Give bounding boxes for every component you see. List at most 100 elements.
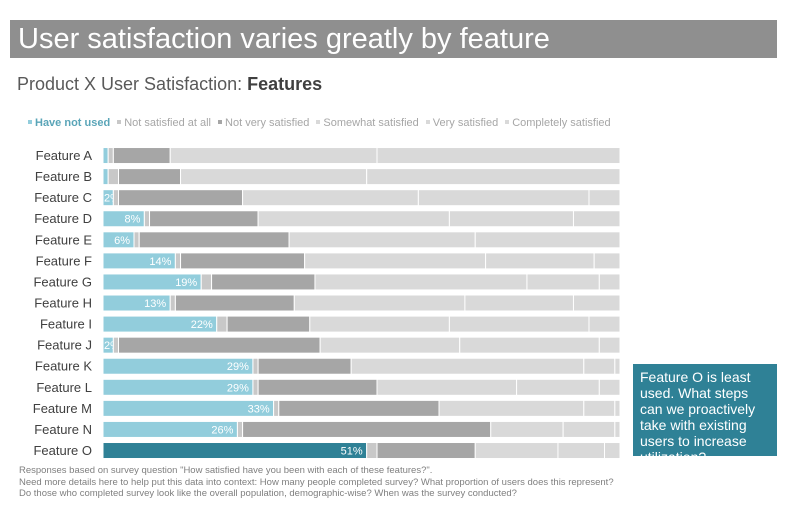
category-label: Feature I (40, 317, 92, 332)
bar-segment (598, 336, 621, 354)
bar-segment (474, 442, 559, 460)
legend-item: Not very satisfied (218, 117, 309, 129)
bar-segment (133, 231, 140, 249)
bar-segment (226, 315, 311, 333)
category-label: Feature B (35, 169, 92, 184)
category-label: Feature C (34, 190, 92, 205)
bar-segment (180, 168, 368, 186)
bar-segment (138, 231, 290, 249)
bar-segment (102, 442, 368, 460)
bar-segment (118, 168, 182, 186)
bar-segment (102, 168, 109, 186)
legend-item: Somewhat satisfied (316, 117, 419, 129)
bar-segment (485, 252, 595, 270)
bar-segment (112, 147, 171, 165)
bar-segment (257, 357, 352, 375)
callout-box: Feature O is least used. What steps can … (633, 364, 777, 465)
bar-segment (169, 147, 378, 165)
bar-segment (211, 273, 316, 291)
legend-label: Have not used (35, 117, 111, 129)
bar-segment (252, 378, 259, 396)
bar-segment (366, 442, 378, 460)
bar-segment (319, 336, 461, 354)
legend-label: Not very satisfied (225, 117, 310, 129)
category-label: Feature F (36, 253, 92, 268)
category-label: Feature H (34, 296, 92, 311)
legend-swatch (425, 120, 430, 124)
bar-segment (200, 273, 213, 291)
bar-segment (273, 399, 280, 417)
bar-segment (252, 357, 259, 375)
bar-segment (350, 357, 585, 375)
bar-segment (448, 210, 574, 228)
bar-segment (588, 189, 621, 207)
data-label: 29% (227, 361, 249, 373)
bar-segment (242, 189, 419, 207)
category-label: Feature D (34, 211, 92, 226)
legend-swatch (28, 120, 32, 124)
bar-segment (112, 189, 120, 207)
callout-text: Feature O is least used. What steps can … (640, 369, 756, 465)
data-label: 22% (191, 319, 213, 331)
bar-segment (257, 210, 450, 228)
category-label: Feature N (34, 422, 92, 437)
bar-segment (526, 273, 600, 291)
bar-segment (603, 442, 621, 460)
bar-segment (562, 420, 616, 438)
category-label: Feature A (36, 148, 93, 163)
legend-label: Somewhat satisfied (323, 117, 419, 129)
bar-segment (438, 399, 585, 417)
bar-segment (593, 252, 621, 270)
bar-segment (174, 252, 182, 270)
subtitle-bold: Features (247, 74, 323, 94)
subtitle-prefix: Product X User Satisfaction: (17, 74, 248, 94)
category-label: Feature K (35, 359, 92, 374)
category-label: Feature L (36, 380, 92, 395)
data-label: 29% (227, 382, 249, 394)
bar-segment (102, 147, 109, 165)
bar-segment (169, 294, 176, 312)
legend-item: Not satisfied at all (117, 117, 211, 129)
bar-segment (216, 315, 228, 333)
data-label: 19% (175, 277, 197, 289)
category-label: Feature O (33, 443, 92, 458)
legend-swatch (117, 120, 122, 124)
bar-segment (304, 252, 487, 270)
data-label: 51% (341, 446, 363, 458)
bar-segment (572, 294, 621, 312)
bar-segment (242, 420, 492, 438)
bar-segment (112, 336, 120, 354)
bar-segment (614, 399, 621, 417)
bar-segment (174, 294, 295, 312)
bar-segment (572, 210, 621, 228)
data-label: 14% (149, 256, 171, 268)
footnote-line: Need more details here to help put this … (19, 476, 614, 488)
data-label: 33% (248, 403, 270, 415)
legend-swatch (316, 120, 321, 124)
bar-segment (448, 315, 590, 333)
bar-segment (143, 210, 151, 228)
bar-segment (598, 378, 621, 396)
bar-segment (614, 357, 621, 375)
bar-segment (118, 189, 244, 207)
data-label: 6% (114, 235, 130, 247)
bar-segment (490, 420, 564, 438)
title-banner: User satisfaction varies greatly by feat… (10, 20, 777, 58)
data-label: 26% (211, 424, 233, 436)
bar-segment (614, 420, 621, 438)
legend-label: Completely satisfied (512, 117, 611, 129)
data-label: 8% (124, 214, 140, 226)
legend: Have not used Not satisfied at all Not ver… (28, 117, 618, 129)
bar-segment (293, 294, 466, 312)
category-label: Feature E (35, 232, 92, 247)
bar-segment (107, 168, 120, 186)
bar-segment (459, 336, 600, 354)
bar-segment (588, 315, 621, 333)
footnote-line: Responses based on survey question "How … (19, 465, 433, 476)
legend-swatch (218, 120, 223, 124)
bar-segment (366, 168, 621, 186)
legend-label: Not satisfied at all (124, 117, 212, 129)
bar-segment (557, 442, 605, 460)
bar-segment (309, 315, 450, 333)
